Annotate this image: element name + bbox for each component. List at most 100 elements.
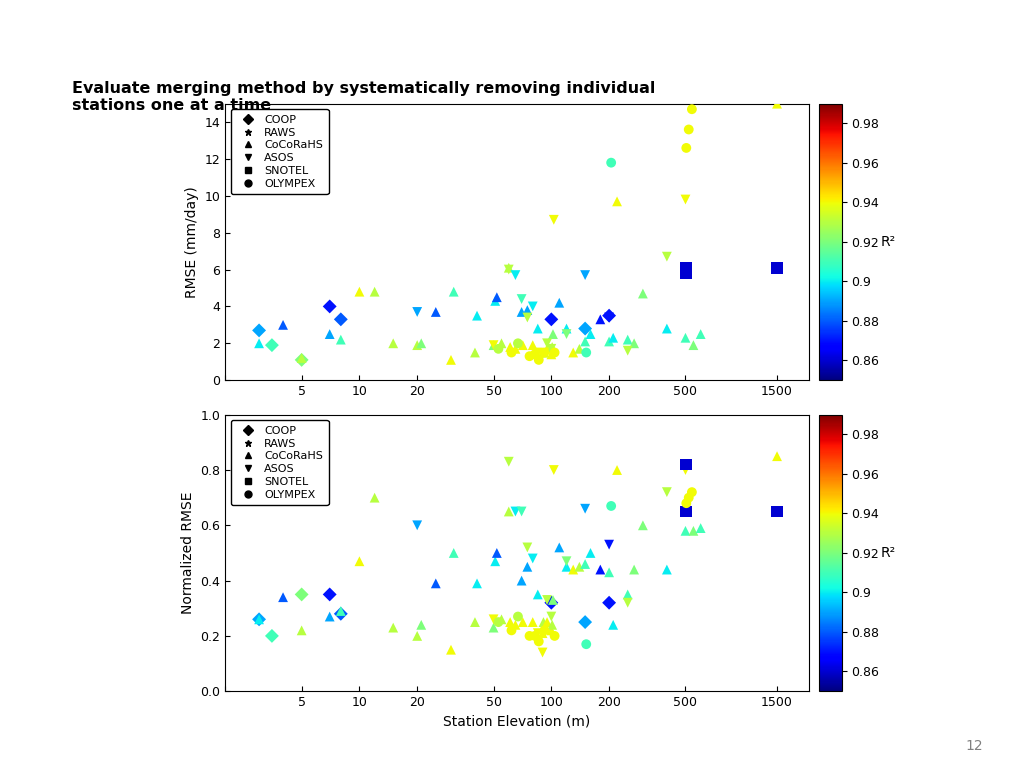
Point [264,339,281,351]
Point [485,339,502,351]
Point [467,346,483,359]
Point [592,313,608,326]
Point [543,597,559,609]
Point [539,616,555,628]
Point [413,619,429,631]
Point [546,214,562,226]
Point [467,616,483,628]
Point [445,286,462,298]
Point [605,332,622,344]
Y-axis label: Normalized RMSE: Normalized RMSE [181,492,195,614]
Point [507,343,523,355]
Point [577,336,593,348]
Point [578,638,594,650]
Point [681,492,697,504]
Point [513,505,529,518]
Point [367,492,383,504]
Point [529,323,546,335]
Point [543,348,559,360]
Point [769,450,785,462]
Point [251,613,267,625]
Point [274,319,291,331]
Point [519,304,536,316]
Point [504,346,520,359]
Point [251,324,267,336]
Point [658,486,675,498]
Point [685,525,701,537]
Point [684,103,700,115]
Point [609,464,626,476]
Point [692,522,709,535]
Point [551,296,567,309]
Point [692,328,709,340]
Point [609,195,626,207]
Point [507,269,523,281]
Text: R²: R² [881,546,896,560]
Point [485,621,502,634]
Point [592,564,608,576]
Y-axis label: RMSE (mm/day): RMSE (mm/day) [185,186,199,298]
Point [678,458,694,471]
Point [601,310,617,322]
Point [681,124,697,136]
Point [510,611,526,623]
Point [677,332,693,344]
Point [333,333,349,346]
Point [469,310,485,322]
Point [601,566,617,578]
Point [501,263,517,276]
Point [601,538,617,551]
Legend: COOP, RAWS, CoCoRaHS, ASOS, SNOTEL, OLYMPEX: COOP, RAWS, CoCoRaHS, ASOS, SNOTEL, OLYM… [230,420,329,505]
Point [519,541,536,554]
Point [583,328,599,340]
Point [544,341,560,353]
Point [535,348,551,360]
Point [565,564,582,576]
Point [519,311,536,323]
Point [543,343,559,355]
Point [351,286,368,298]
Point [487,295,504,307]
Point [577,269,593,281]
Point [524,300,541,313]
Point [507,505,523,518]
Point [543,624,559,637]
Text: Evaluate merging method by systematically removing individual
stations one at a : Evaluate merging method by systematicall… [72,81,655,113]
Point [322,300,338,313]
Point [322,611,338,623]
Point [409,306,425,318]
Point [537,624,553,637]
Point [529,346,546,359]
Point [578,346,594,359]
Point [294,624,310,637]
Point [521,350,538,362]
Point [428,306,444,318]
Text: Estimation of precipitation at lower elevations: Estimation of precipitation at lower ele… [168,12,856,38]
Point [658,323,675,335]
Point [536,346,552,359]
Text: 12: 12 [966,739,983,753]
Point [490,343,507,355]
Point [294,352,310,364]
Point [536,616,552,628]
Text: R²: R² [881,235,896,249]
Point [413,337,429,349]
Point [605,619,622,631]
Point [539,343,555,355]
Point [490,616,507,628]
Point [409,630,425,642]
Point [677,525,693,537]
Point [507,619,523,631]
Point [539,594,555,606]
Point [547,346,563,359]
Point [658,250,675,263]
Point [442,354,459,366]
Point [351,555,368,568]
Point [513,306,529,318]
Point [502,341,518,353]
Point [488,291,505,303]
Point [501,455,517,468]
Point [504,624,520,637]
Point [333,607,349,620]
Point [409,519,425,531]
